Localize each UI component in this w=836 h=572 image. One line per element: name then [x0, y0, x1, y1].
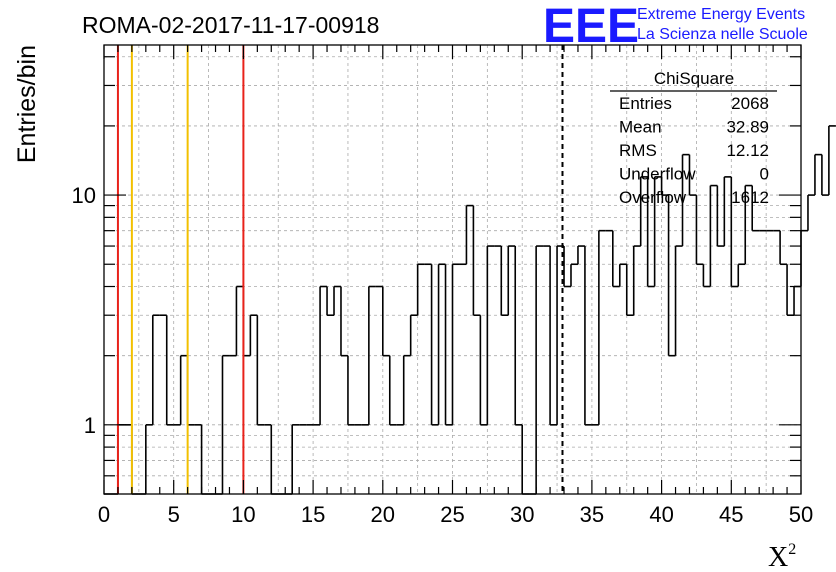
- chart-title: ROMA-02-2017-11-17-00918: [82, 12, 379, 38]
- stats-row-value: 32.89: [726, 118, 769, 137]
- logo-line-1: Extreme Energy Events: [637, 6, 805, 23]
- x-axis-label: X2: [768, 541, 796, 572]
- stats-box-title: ChiSquare: [654, 69, 734, 88]
- x-tick-label: 35: [580, 502, 604, 527]
- eee-logo-text: EEE: [543, 0, 639, 53]
- x-tick-label: 50: [789, 502, 813, 527]
- logo-line-2: La Scienza nelle Scuole: [637, 26, 808, 43]
- x-tick-label: 0: [98, 502, 110, 527]
- x-tick-label: 45: [719, 502, 743, 527]
- eee-logo: EEE Extreme Energy Events La Scienza nel…: [543, 0, 808, 53]
- x-tick-label: 10: [231, 502, 255, 527]
- stats-row-value: 0: [760, 165, 769, 184]
- axis-ticks: 0 5 10 15 20 25 30 35 40 45 50 1 10: [72, 45, 813, 527]
- x-tick-label: 15: [301, 502, 325, 527]
- stats-row-value: 1612: [731, 188, 769, 207]
- x-tick-label: 40: [649, 502, 673, 527]
- x-tick-label: 5: [168, 502, 180, 527]
- y-tick-label: 1: [84, 413, 96, 438]
- marker-lines: [116, 45, 564, 494]
- stats-row-value: 12.12: [726, 141, 769, 160]
- y-tick-label: 10: [72, 183, 96, 208]
- x-tick-label: 30: [510, 502, 534, 527]
- stats-row-value: 2068: [731, 94, 769, 113]
- stats-row-label: Underflow: [619, 165, 696, 184]
- stats-row-label: Mean: [619, 118, 662, 137]
- x-tick-label: 25: [440, 502, 464, 527]
- x-tick-label: 20: [371, 502, 395, 527]
- stats-row-label: Entries: [619, 94, 672, 113]
- stats-row-label: Overflow: [619, 188, 687, 207]
- stats-box: ChiSquare Entries 2068 Mean 32.89 RMS 12.12 Un…: [610, 69, 777, 207]
- stats-row-label: RMS: [619, 141, 657, 160]
- y-axis-label: Entries/bin: [13, 45, 41, 163]
